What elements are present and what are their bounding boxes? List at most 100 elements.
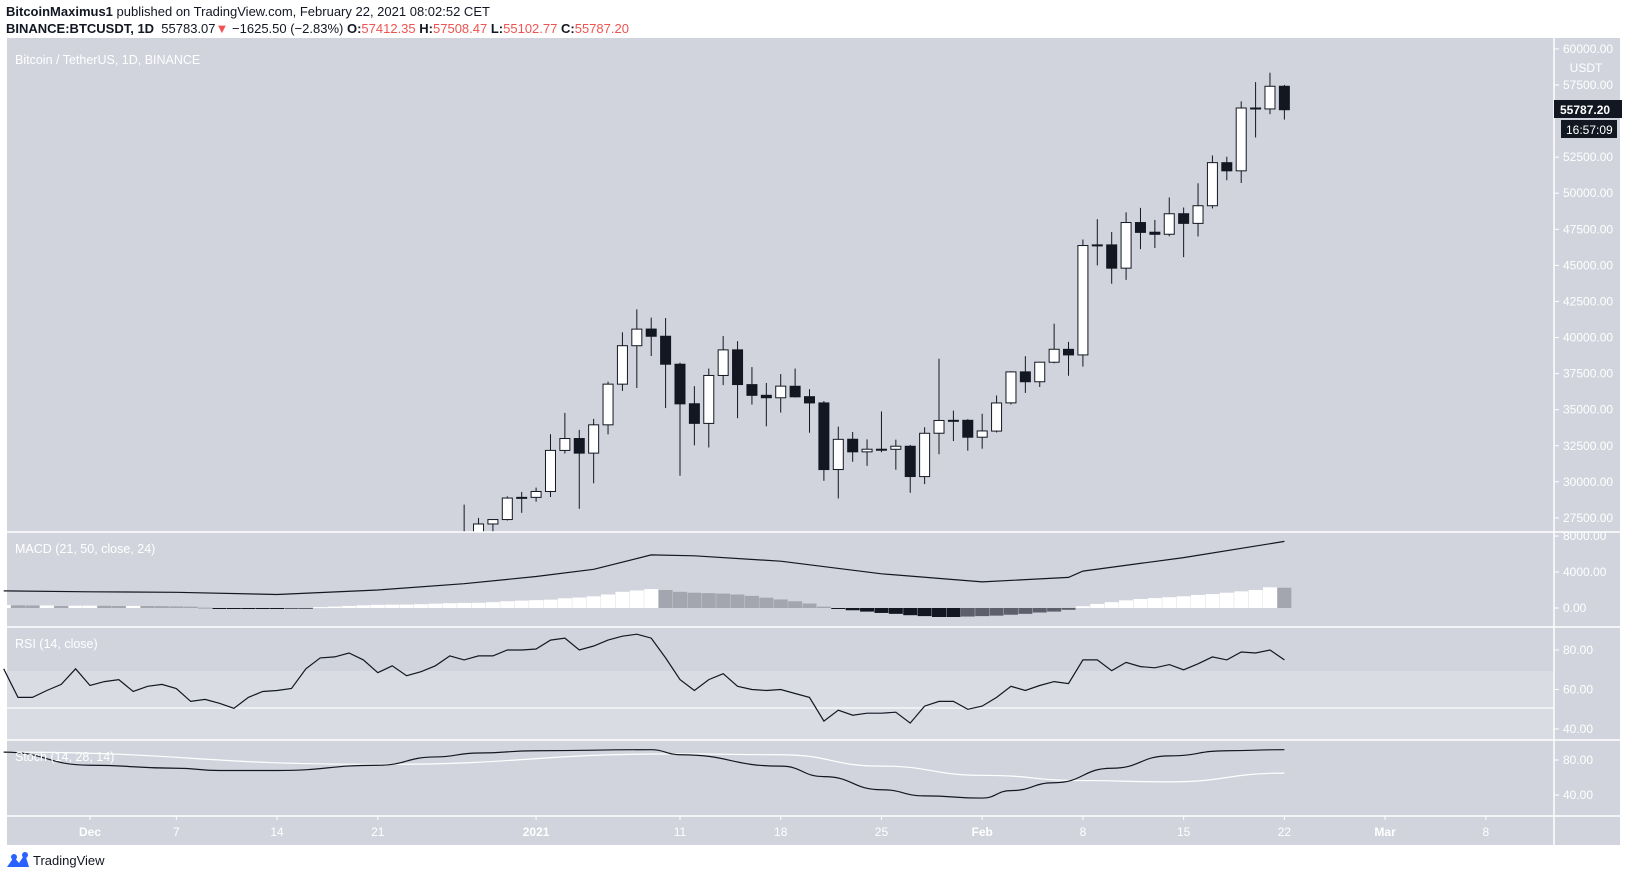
symbol-legend: BINANCE:BTCUSDT, 1D 55783.07▼ −1625.50 (… — [6, 21, 629, 36]
price-tick-label: 47500.00 — [1563, 222, 1613, 236]
macd-histogram-bar — [932, 608, 947, 617]
candle — [703, 368, 715, 448]
candle — [1120, 212, 1132, 280]
price-tick-label: 35000.00 — [1563, 403, 1613, 417]
price-tick-label: 40000.00 — [1563, 331, 1613, 345]
macd-histogram-bar — [975, 608, 990, 617]
macd-histogram-bar — [1090, 603, 1105, 608]
candle — [962, 419, 974, 451]
candle — [1005, 371, 1017, 405]
candle — [976, 413, 988, 449]
rsi-tick-label: 40.00 — [1563, 722, 1593, 736]
candle — [890, 439, 902, 470]
tradingview-logo-icon — [7, 852, 29, 867]
macd-histogram-bar — [1277, 587, 1292, 608]
macd-histogram-bar — [111, 606, 126, 608]
candle-body-bear — [674, 363, 686, 405]
macd-histogram-bar — [730, 594, 745, 608]
candle — [1048, 323, 1060, 364]
axes: 60000.00 57500.00 52500.00 50000.00 47500.00… — [79, 42, 1613, 839]
macd-histogram-bar — [327, 606, 342, 608]
candle — [875, 411, 887, 453]
candle-body-bull — [631, 328, 643, 347]
time-tick-label: Mar — [1374, 825, 1396, 839]
macd-histogram-bar — [1262, 587, 1277, 608]
candle-body-bull — [1264, 85, 1276, 110]
candle — [1134, 207, 1146, 250]
macd-histogram-bar — [83, 605, 97, 608]
price-tick-label: 57500.00 — [1563, 78, 1613, 92]
macd-histogram-bar — [370, 604, 385, 608]
candle-body-bull — [1048, 348, 1060, 363]
candle-body-bull — [588, 424, 600, 454]
macd-histogram-bar — [557, 598, 572, 608]
candle — [588, 418, 600, 484]
candle — [904, 444, 916, 493]
macd-histogram-bar — [816, 606, 831, 608]
macd-histogram-bar — [615, 591, 630, 608]
macd-histogram-bar — [241, 608, 256, 609]
tradingview-logo[interactable]: TradingView — [6, 852, 105, 868]
candle — [1235, 101, 1247, 183]
candle — [616, 332, 628, 391]
candle — [919, 427, 931, 485]
candle — [1192, 183, 1204, 237]
candle-body-bear — [789, 385, 801, 398]
candle-body-bear — [688, 403, 700, 424]
candle — [804, 389, 815, 433]
candle — [674, 362, 686, 476]
price-change: −1625.50 (−2.83%) — [232, 21, 344, 36]
candle — [717, 336, 729, 386]
candle — [775, 374, 787, 413]
macd-histogram-bar — [226, 608, 241, 609]
macd-histogram-bar — [298, 608, 313, 609]
candle-body-bull — [1192, 205, 1204, 224]
macd-histogram-bar — [1191, 594, 1206, 608]
macd-histogram-bar — [831, 608, 846, 609]
candle-body-bull — [1163, 213, 1175, 235]
candle-body-bull — [1091, 244, 1103, 247]
publish-info: BitcoinMaximus1 published on TradingView… — [6, 4, 490, 19]
candle-body-bear — [645, 328, 657, 337]
candle — [1034, 361, 1046, 388]
candle-body-bull — [832, 438, 844, 471]
rsi-title: RSI (14, close) — [15, 637, 98, 651]
author-name[interactable]: BitcoinMaximus1 — [6, 4, 113, 19]
brand-name: TradingView — [33, 852, 105, 868]
candle — [530, 487, 542, 502]
chart-canvas[interactable]: Bitcoin / TetherUS, 1D, BINANCE MACD (21… — [0, 0, 1627, 850]
candle-body-bear — [660, 335, 672, 365]
macd-histogram-bar — [399, 604, 414, 608]
macd-histogram-bar — [1032, 608, 1047, 613]
candle — [991, 395, 1003, 433]
macd-histogram-bar — [54, 606, 69, 608]
time-tick-label: 8 — [1080, 825, 1087, 839]
stoch-title: Stoch (14, 28, 14) — [15, 750, 114, 764]
macd-histogram-bar — [860, 608, 875, 612]
macd-tick-label: 8000.00 — [1563, 529, 1607, 543]
candle-body-bear — [804, 396, 815, 404]
macd-histogram-bar — [744, 595, 759, 608]
macd-tick-label: 4000.00 — [1563, 565, 1607, 579]
candle-body-bull — [1206, 162, 1218, 207]
price-tick-label: 30000.00 — [1563, 475, 1613, 489]
macd-histogram-bar — [888, 608, 903, 614]
macd-histogram-bar — [989, 608, 1004, 616]
macd-histogram-bar — [0, 605, 11, 608]
time-tick-label: 7 — [173, 825, 180, 839]
candle-body-bear — [1019, 371, 1031, 383]
candle-body-bull — [559, 438, 571, 451]
macd-histogram-bar — [1133, 599, 1148, 608]
candle — [1019, 356, 1031, 393]
candle-body-bear — [573, 438, 585, 454]
macd-histogram-bar — [198, 607, 213, 609]
macd-histogram-bar — [572, 597, 587, 608]
rsi-band — [7, 671, 1554, 740]
macd-histogram-bar — [97, 605, 112, 608]
close-label: C: — [561, 21, 575, 36]
candle-body-bull — [919, 432, 931, 478]
macd-tick-label: 0.00 — [1563, 601, 1587, 615]
candles — [458, 72, 1290, 532]
open-label: O: — [346, 21, 362, 36]
candle — [602, 381, 614, 435]
